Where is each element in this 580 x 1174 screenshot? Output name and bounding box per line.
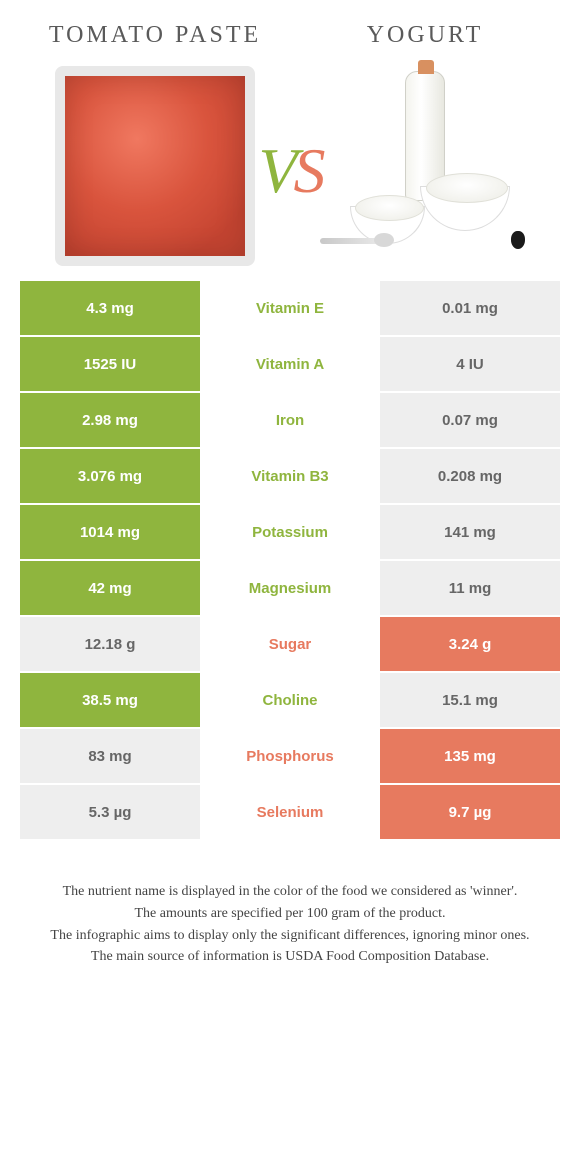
left-value: 1014 mg (20, 505, 200, 559)
header-right: YOGURT (290, 20, 560, 51)
nutrient-name: Selenium (200, 785, 380, 839)
left-value: 3.076 mg (20, 449, 200, 503)
left-value: 38.5 mg (20, 673, 200, 727)
footnote-line: The infographic aims to display only the… (25, 925, 555, 947)
left-value: 1525 IU (20, 337, 200, 391)
right-value: 3.24 g (380, 617, 560, 671)
yogurt-image (325, 66, 525, 266)
right-value: 0.07 mg (380, 393, 560, 447)
left-value: 83 mg (20, 729, 200, 783)
left-value: 42 mg (20, 561, 200, 615)
nutrient-row: 3.076 mgVitamin B30.208 mg (20, 449, 560, 505)
vs-v: V (258, 135, 293, 206)
nutrient-row: 2.98 mgIron0.07 mg (20, 393, 560, 449)
right-image-box (290, 66, 560, 266)
footnotes: The nutrient name is displayed in the co… (0, 841, 580, 988)
header-left: TOMATO PASTE (20, 20, 290, 51)
nutrient-row: 5.3 µgSelenium9.7 µg (20, 785, 560, 841)
right-value: 15.1 mg (380, 673, 560, 727)
berry-icon (511, 231, 525, 249)
nutrient-name: Potassium (200, 505, 380, 559)
right-value: 135 mg (380, 729, 560, 783)
nutrient-row: 83 mgPhosphorus135 mg (20, 729, 560, 785)
nutrient-row: 12.18 gSugar3.24 g (20, 617, 560, 673)
footnote-line: The main source of information is USDA F… (25, 946, 555, 968)
right-value: 141 mg (380, 505, 560, 559)
left-value: 4.3 mg (20, 281, 200, 335)
nutrient-name: Iron (200, 393, 380, 447)
nutrient-row: 42 mgMagnesium11 mg (20, 561, 560, 617)
nutrient-name: Sugar (200, 617, 380, 671)
bowl-icon (420, 186, 510, 231)
vs-s: S (294, 135, 322, 206)
right-value: 4 IU (380, 337, 560, 391)
footnote-line: The nutrient name is displayed in the co… (25, 881, 555, 903)
left-value: 12.18 g (20, 617, 200, 671)
nutrient-table: 4.3 mgVitamin E0.01 mg1525 IUVitamin A4 … (20, 281, 560, 841)
left-value: 2.98 mg (20, 393, 200, 447)
right-value: 11 mg (380, 561, 560, 615)
nutrient-name: Phosphorus (200, 729, 380, 783)
nutrient-name: Vitamin B3 (200, 449, 380, 503)
spoon-icon (320, 238, 380, 244)
vs-label: VS (258, 134, 321, 208)
nutrient-name: Vitamin A (200, 337, 380, 391)
nutrient-name: Choline (200, 673, 380, 727)
nutrient-name: Vitamin E (200, 281, 380, 335)
left-image-box (20, 66, 290, 266)
right-value: 0.208 mg (380, 449, 560, 503)
image-row: VS (0, 61, 580, 281)
left-value: 5.3 µg (20, 785, 200, 839)
nutrient-row: 38.5 mgCholine15.1 mg (20, 673, 560, 729)
footnote-line: The amounts are specified per 100 gram o… (25, 903, 555, 925)
header-row: TOMATO PASTE YOGURT (0, 0, 580, 61)
nutrient-row: 1525 IUVitamin A4 IU (20, 337, 560, 393)
nutrient-row: 4.3 mgVitamin E0.01 mg (20, 281, 560, 337)
right-value: 0.01 mg (380, 281, 560, 335)
nutrient-name: Magnesium (200, 561, 380, 615)
tomato-paste-image (55, 66, 255, 266)
right-value: 9.7 µg (380, 785, 560, 839)
nutrient-row: 1014 mgPotassium141 mg (20, 505, 560, 561)
